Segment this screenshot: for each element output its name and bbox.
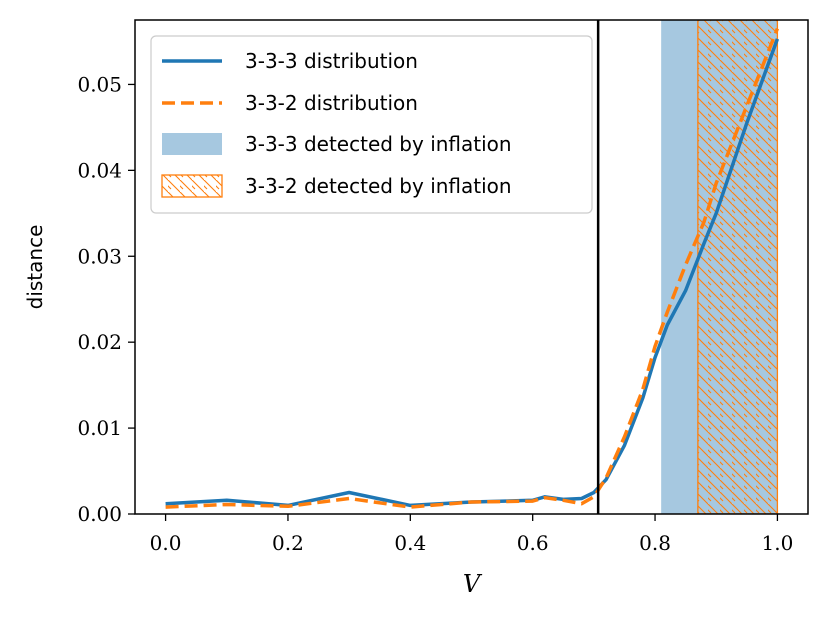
y-tick-label: 0.03	[77, 244, 122, 268]
region-332-detected	[697, 20, 779, 514]
legend-swatch-332-region	[161, 174, 223, 198]
series-333-line	[165, 38, 780, 508]
x-tick-label: 1.0	[762, 531, 794, 555]
y-tick-label: 0.05	[77, 72, 122, 96]
y-tick-label: 0.01	[77, 416, 122, 440]
legend-label: 3-3-2 distribution	[245, 91, 418, 115]
legend-label: 3-3-2 detected by inflation	[245, 174, 512, 198]
legend-label: 3-3-3 detected by inflation	[245, 132, 512, 156]
series-lines	[165, 27, 780, 509]
x-tick-label: 0.8	[639, 531, 671, 555]
x-tick-label: 0.4	[394, 531, 426, 555]
y-axis-label: distance	[23, 225, 47, 310]
x-tick-label: 0.6	[517, 531, 549, 555]
legend-label: 3-3-3 distribution	[245, 49, 418, 73]
legend-box	[150, 35, 593, 214]
detected-regions	[661, 20, 779, 514]
y-axis: 0.00 0.01 0.02 0.03 0.04 0.05	[77, 72, 135, 526]
x-axis: 0.0 0.2 0.4 0.6 0.8 1.0	[150, 514, 794, 555]
plot-frame	[134, 19, 809, 515]
legend: 3-3-3 distribution 3-3-2 distribution 3-3-…	[150, 35, 593, 214]
series-332-line	[165, 27, 780, 509]
y-tick-label: 0.00	[77, 502, 122, 526]
y-tick-label: 0.04	[77, 158, 122, 182]
x-axis-label: V	[463, 570, 483, 598]
y-tick-label: 0.02	[77, 330, 122, 354]
legend-swatch-333-region	[162, 133, 222, 155]
x-tick-label: 0.2	[272, 531, 304, 555]
x-tick-label: 0.0	[150, 531, 182, 555]
